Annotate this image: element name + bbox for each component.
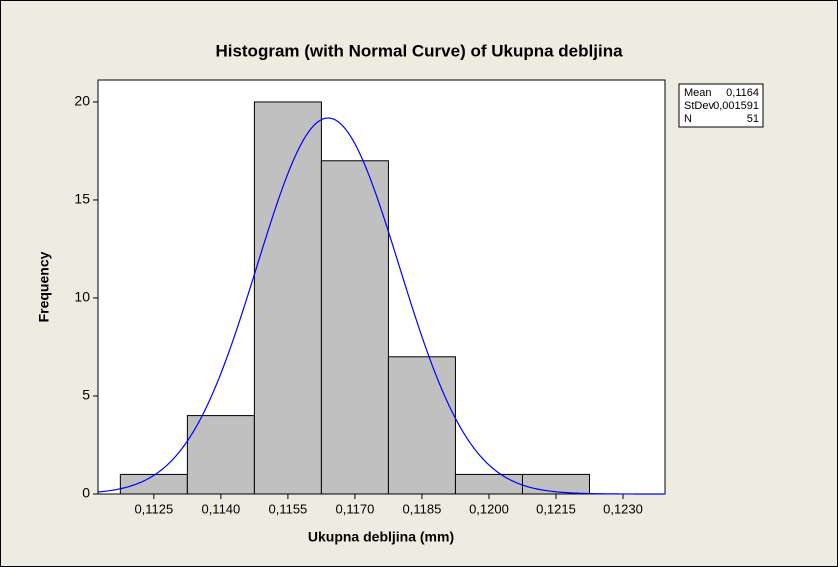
- normal-curve: [97, 117, 666, 495]
- stat-name: StDev: [684, 100, 714, 112]
- y-tick-label: 5: [82, 387, 90, 403]
- bar: [320, 160, 389, 495]
- stat-value: 51: [747, 113, 759, 125]
- bar: [253, 101, 322, 495]
- bar: [521, 473, 590, 495]
- x-axis-label: Ukupna debljina (mm): [308, 529, 454, 545]
- y-tick-label: 20: [74, 93, 90, 109]
- y-tick-label: 15: [74, 191, 90, 207]
- x-tick-label: 0,1125: [134, 501, 173, 516]
- bar: [387, 356, 456, 495]
- y-tick-label: 10: [74, 289, 90, 305]
- stat-name: N: [684, 113, 692, 125]
- x-tick-label: 0,1230: [603, 501, 643, 516]
- x-tick-label: 0,1155: [268, 501, 307, 516]
- y-axis-label: Frequency: [36, 251, 52, 322]
- stat-name: Mean: [684, 87, 712, 99]
- x-tick-label: 0,1170: [336, 501, 375, 516]
- bar: [186, 415, 255, 495]
- x-tick-label: 0,1185: [403, 501, 442, 516]
- chart-title: Histogram (with Normal Curve) of Ukupna …: [215, 41, 623, 60]
- y-tick-label: 0: [82, 485, 90, 501]
- bar: [454, 473, 523, 495]
- stat-value: 0,1164: [726, 87, 759, 99]
- stats-box: [678, 83, 764, 128]
- x-tick-label: 0,1140: [201, 501, 240, 516]
- x-tick-label: 0,1215: [536, 501, 576, 516]
- x-tick-label: 0,1200: [469, 501, 509, 516]
- stat-value: 0,001591: [713, 100, 759, 112]
- bar: [119, 473, 188, 495]
